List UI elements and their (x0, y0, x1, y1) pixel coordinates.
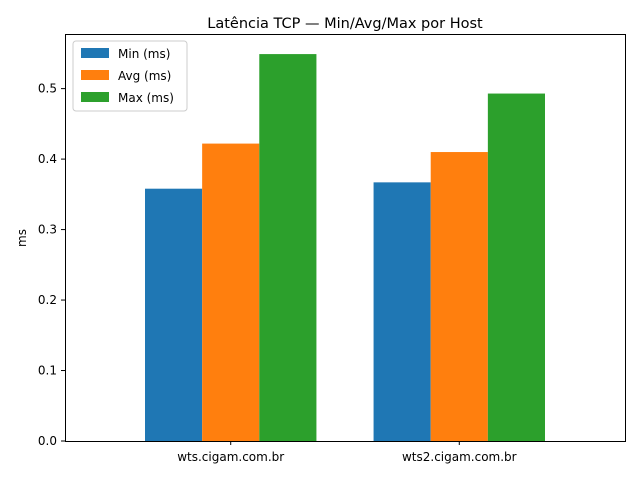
bar-series-0-category-1 (373, 182, 431, 441)
y-tick-label: 0.3 (38, 223, 57, 237)
y-tick-label: 0.1 (38, 364, 57, 378)
legend-label-2: Max (ms) (118, 91, 174, 105)
legend: Min (ms) Avg (ms) Max (ms) (72, 40, 188, 112)
bar-series-0-category-0 (145, 188, 203, 441)
chart-title: Latência TCP — Min/Avg/Max por Host (207, 16, 483, 32)
legend-swatch-0 (81, 48, 109, 58)
legend-label-0: Min (ms) (118, 47, 170, 61)
plot-area (65, 34, 626, 442)
bars (145, 54, 545, 442)
y-tick-label: 0.2 (38, 293, 57, 307)
legend-label-1: Avg (ms) (118, 69, 171, 83)
bar-series-1-category-0 (202, 143, 260, 442)
bar-series-2-category-1 (487, 93, 545, 442)
y-tick-label: 0.5 (38, 82, 57, 96)
x-tick-label: wts2.cigam.com.br (402, 450, 517, 464)
x-axis: wts.cigam.com.br wts2.cigam.com.br (177, 441, 517, 464)
y-axis-label: ms (15, 229, 29, 247)
bar-series-2-category-0 (259, 54, 317, 441)
legend-swatch-1 (81, 70, 109, 80)
x-tick-label: wts.cigam.com.br (177, 450, 284, 464)
legend-swatch-2 (81, 92, 109, 102)
axes-frame (65, 34, 626, 442)
y-tick-label: 0.4 (38, 152, 57, 166)
bar-series-1-category-1 (430, 152, 488, 442)
y-axis: 0.0 0.1 0.2 0.3 0.4 0.5 (38, 82, 65, 448)
y-tick-label: 0.0 (38, 434, 57, 448)
